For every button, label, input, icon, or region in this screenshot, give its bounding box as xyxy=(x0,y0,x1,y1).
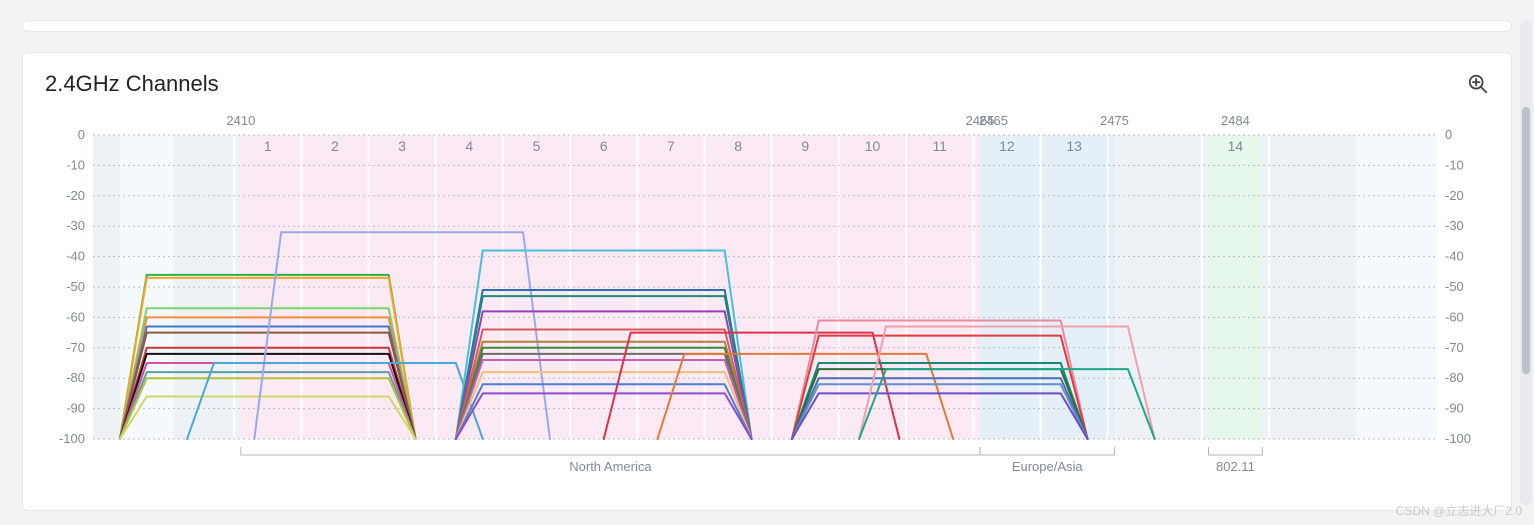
range-label: 802.11 xyxy=(1216,459,1255,474)
top-mhz-label: 2484 xyxy=(1221,113,1250,128)
y-tick-left: -10 xyxy=(66,157,85,172)
y-tick-left: -60 xyxy=(66,309,85,324)
range-label: Europe/Asia xyxy=(1012,459,1084,474)
channel-label: 4 xyxy=(465,138,473,154)
range-bracket xyxy=(1209,447,1263,455)
zoom-in-icon[interactable] xyxy=(1467,73,1489,95)
wifi-channel-chart: 0 0 -10 -10 -20 -20 -30 -30 -40 -40 -50 -50 -60 -60 -7… xyxy=(45,105,1485,485)
prev-panel-edge xyxy=(22,20,1512,32)
channel-label: 7 xyxy=(667,138,675,154)
range-bracket xyxy=(980,447,1114,455)
y-tick-left: -20 xyxy=(66,188,85,203)
region-band xyxy=(93,135,120,439)
channel-label: 13 xyxy=(1066,138,1082,154)
y-tick-right: -40 xyxy=(1445,249,1464,264)
y-tick-right: -30 xyxy=(1445,218,1464,233)
channel-label: 5 xyxy=(533,138,541,154)
channel-label: 9 xyxy=(801,138,809,154)
channels-panel: 2.4GHz Channels 0 0 -10 -10 -20 -20 -30 -30 -40 -… xyxy=(22,52,1512,511)
y-tick-right: -60 xyxy=(1445,309,1464,324)
top-mhz-label: 2465 xyxy=(979,113,1008,128)
top-mhz-label: 2475 xyxy=(1100,113,1129,128)
y-tick-left: 0 xyxy=(78,127,85,142)
channel-label: 10 xyxy=(865,138,881,154)
channel-label: 1 xyxy=(264,138,272,154)
y-tick-right: -50 xyxy=(1445,279,1464,294)
channel-label: 14 xyxy=(1228,138,1244,154)
y-tick-right: 0 xyxy=(1445,127,1452,142)
channel-label: 8 xyxy=(734,138,742,154)
y-tick-left: -90 xyxy=(66,401,85,416)
y-tick-right: -80 xyxy=(1445,370,1464,385)
y-tick-right: -10 xyxy=(1445,157,1464,172)
chart-container: 0 0 -10 -10 -20 -20 -30 -30 -40 -40 -50 -50 -60 -60 -7… xyxy=(45,105,1489,490)
channel-label: 12 xyxy=(999,138,1015,154)
y-tick-left: -100 xyxy=(59,431,85,446)
range-bracket xyxy=(241,447,980,455)
channel-label: 2 xyxy=(331,138,339,154)
channel-label: 6 xyxy=(600,138,608,154)
panel-title: 2.4GHz Channels xyxy=(45,71,219,97)
range-label: North America xyxy=(569,459,652,474)
panel-header: 2.4GHz Channels xyxy=(45,71,1489,97)
channel-label: 11 xyxy=(932,138,947,154)
y-tick-left: -30 xyxy=(66,218,85,233)
y-tick-left: -80 xyxy=(66,370,85,385)
y-tick-right: -100 xyxy=(1445,431,1471,446)
y-tick-right: -90 xyxy=(1445,401,1464,416)
scrollbar-thumb[interactable] xyxy=(1522,107,1530,374)
y-tick-right: -20 xyxy=(1445,188,1464,203)
channel-label: 3 xyxy=(398,138,406,154)
screenshot-root: 2.4GHz Channels 0 0 -10 -10 -20 -20 -30 -30 -40 -… xyxy=(0,0,1534,525)
scrollbar-track[interactable] xyxy=(1520,20,1532,505)
y-tick-left: -50 xyxy=(66,279,85,294)
top-mhz-label: 2410 xyxy=(226,113,255,128)
y-tick-right: -70 xyxy=(1445,340,1464,355)
y-tick-left: -40 xyxy=(66,249,85,264)
y-tick-left: -70 xyxy=(66,340,85,355)
